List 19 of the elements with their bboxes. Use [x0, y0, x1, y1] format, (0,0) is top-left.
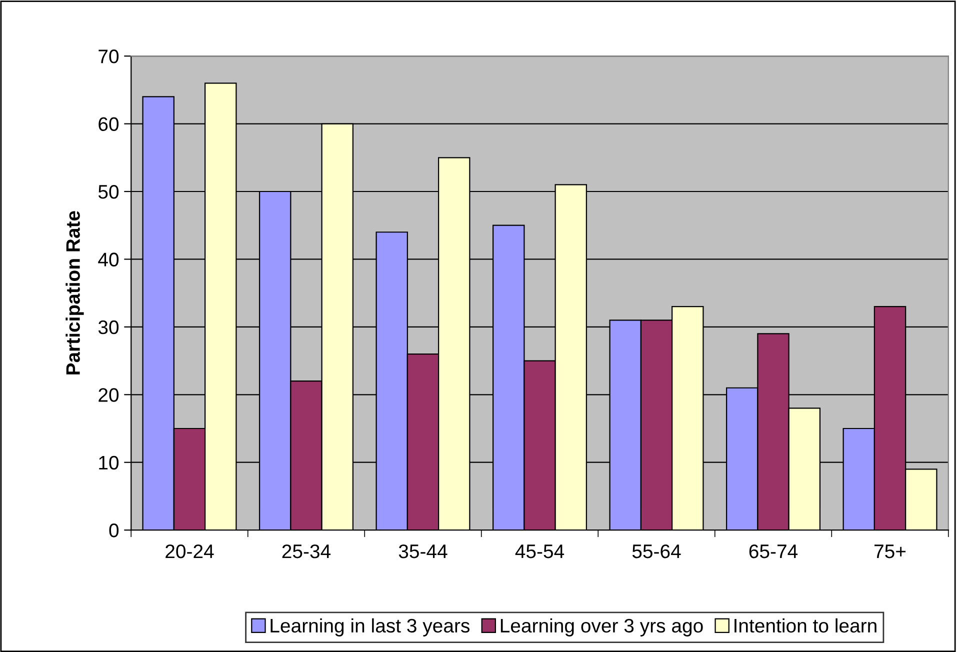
y-tick-label: 10 [99, 456, 119, 470]
y-tick-label: 60 [98, 117, 119, 132]
x-tick-label: 35-44 [398, 544, 448, 558]
x-tick-label: 45-54 [515, 544, 564, 558]
x-tick-label: 65-74 [749, 544, 798, 558]
x-tick-label: 20-24 [166, 544, 214, 558]
y-axis-title: Participation Rate [66, 211, 84, 374]
legend-label: Intention to learn [734, 618, 876, 633]
x-tick-label: 75+ [874, 544, 906, 558]
y-tick-label: 70 [98, 50, 119, 64]
y-tick-label: 30 [98, 320, 119, 334]
legend-label: Learning in last 3 years [270, 618, 470, 636]
y-tick-label: 50 [98, 184, 119, 199]
y-tick-label: 0 [109, 524, 119, 538]
y-tick-label: 40 [98, 252, 119, 266]
legend-label: Learning over 3 yrs ago [500, 618, 703, 636]
x-tick-label: 25-34 [282, 544, 331, 558]
x-tick-label: 55-64 [632, 544, 681, 558]
y-tick-label: 20 [98, 388, 119, 402]
